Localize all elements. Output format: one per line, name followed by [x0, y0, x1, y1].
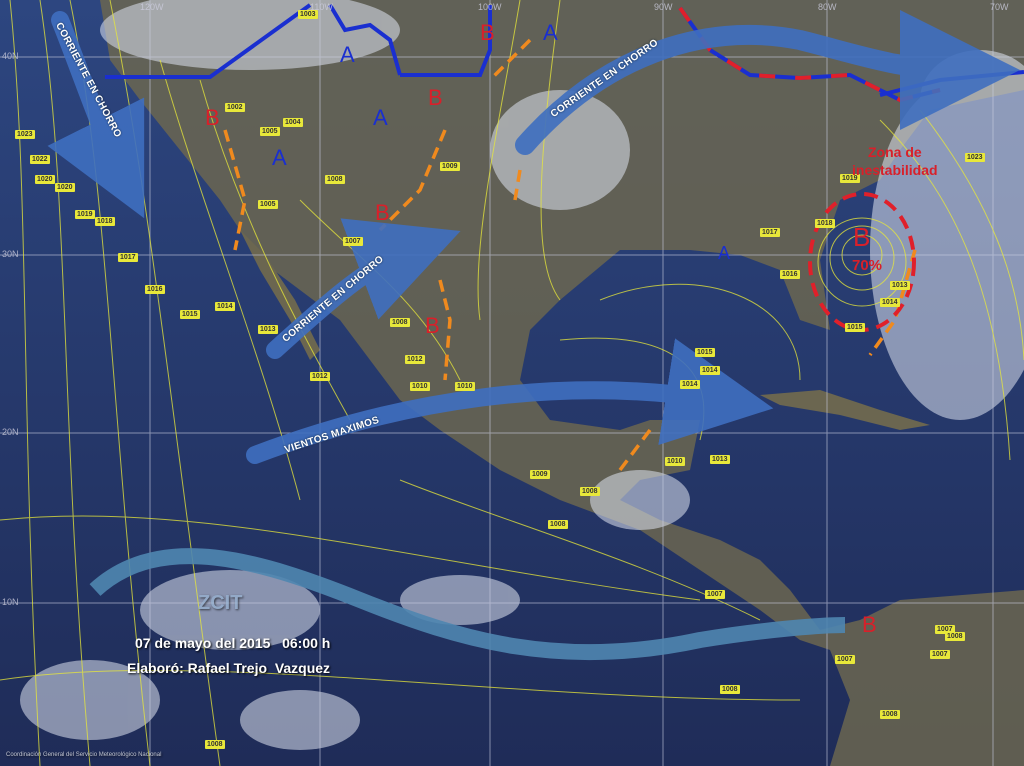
- isobar-label: 1002: [225, 103, 245, 112]
- low-pressure-center: B: [862, 612, 877, 637]
- isobar-label: 1008: [580, 487, 600, 496]
- isobar-label: 1008: [548, 520, 568, 529]
- lon-label: 70W: [990, 2, 1009, 12]
- lat-label: 20N: [2, 427, 19, 437]
- lon-label: 120W: [140, 2, 164, 12]
- trough-lines: [223, 38, 917, 472]
- isobar-label: 1007: [930, 650, 950, 659]
- stationary-front: [678, 6, 941, 103]
- isobar-label: 1014: [215, 302, 235, 311]
- high-pressure-center: A: [272, 145, 287, 170]
- isobar-label: 1008: [325, 175, 345, 184]
- instability-title-line2: inestabilidad: [852, 162, 938, 178]
- low-pressure-center: B: [480, 20, 495, 45]
- isobar-label: 1015: [695, 348, 715, 357]
- isobar-label: 1023: [965, 153, 985, 162]
- isobar-label: 1008: [390, 318, 410, 327]
- isobar-label: 1016: [780, 270, 800, 279]
- isobar-label: 1014: [680, 380, 700, 389]
- high-pressure-center: A: [340, 42, 355, 67]
- lon-label: 90W: [654, 2, 673, 12]
- isobar-label: 1012: [405, 355, 425, 364]
- high-pressure-center: A: [373, 105, 388, 130]
- isobar-label: 1007: [705, 590, 725, 599]
- isobar-label: 1004: [283, 118, 303, 127]
- isobar-label: 1007: [935, 625, 955, 634]
- isobar-label: 1008: [720, 685, 740, 694]
- isobar-label: 1008: [205, 740, 225, 749]
- isobar-label: 1015: [180, 310, 200, 319]
- isobar-label: 1013: [258, 325, 278, 334]
- cuba: [760, 390, 930, 430]
- low-pressure-center: B: [375, 200, 390, 225]
- isobar-label: 1007: [343, 237, 363, 246]
- isobar-label: 1018: [815, 219, 835, 228]
- date-time: 07 de mayo del 2015 06:00 h: [135, 635, 331, 651]
- isobar-label: 1023: [15, 130, 35, 139]
- isobar-label: 1019: [840, 174, 860, 183]
- isobar-label: 1013: [890, 281, 910, 290]
- isobar-label: 1015: [845, 323, 865, 332]
- instability-center: B: [853, 222, 871, 252]
- isobar-label: 1010: [665, 457, 685, 466]
- itcz-line: [89, 548, 846, 661]
- isobar-label: 1014: [880, 298, 900, 307]
- isobar-label: 1009: [440, 162, 460, 171]
- high-pressure-center: A: [718, 243, 731, 263]
- lat-label: 10N: [2, 597, 19, 607]
- isobar-label: 1020: [35, 175, 55, 184]
- isobar-label: 1018: [95, 217, 115, 226]
- low-pressure-center: B: [428, 85, 443, 110]
- isobar-label: 1014: [700, 366, 720, 375]
- isobar-label: 1016: [145, 285, 165, 294]
- lon-label: 100W: [478, 2, 502, 12]
- isobar-label: 1008: [945, 632, 965, 641]
- jet-streams: [47, 9, 1020, 464]
- isobar-label: 1019: [75, 210, 95, 219]
- lat-label: 40N: [2, 51, 19, 61]
- isobar-label: 1013: [710, 455, 730, 464]
- lat-label: 30N: [2, 249, 19, 259]
- instability-title-line1: Zona de: [868, 144, 922, 160]
- isobar-label: 1017: [760, 228, 780, 237]
- isobar-label: 1009: [530, 470, 550, 479]
- isobar-label: 1022: [30, 155, 50, 164]
- credit: Coordinación General del Servicio Meteor…: [6, 752, 162, 758]
- low-pressure-center: B: [425, 313, 440, 338]
- instability-probability: 70%: [852, 257, 883, 274]
- author: Elaboró: Rafael Trejo Vazquez: [127, 660, 331, 676]
- isobar-label: 1020: [55, 183, 75, 192]
- isobar-label: 1003: [298, 10, 318, 19]
- isobar-label: 1012: [310, 372, 330, 381]
- lon-label: 80W: [818, 2, 837, 12]
- isobar-label: 1008: [880, 710, 900, 719]
- isobar-label: 1010: [410, 382, 430, 391]
- isobar-label: 1005: [260, 127, 280, 136]
- isobar-label: 1010: [455, 382, 475, 391]
- low-pressure-center: B: [205, 105, 220, 130]
- high-pressure-center: A: [543, 20, 558, 45]
- isobar-label: 1007: [835, 655, 855, 664]
- itcz-label: ZCIT: [198, 592, 243, 614]
- lon-label: 110W: [310, 2, 333, 12]
- north-america-land: [100, 0, 1024, 766]
- isobar-label: 1017: [118, 253, 138, 262]
- isobar-label: 1005: [258, 200, 278, 209]
